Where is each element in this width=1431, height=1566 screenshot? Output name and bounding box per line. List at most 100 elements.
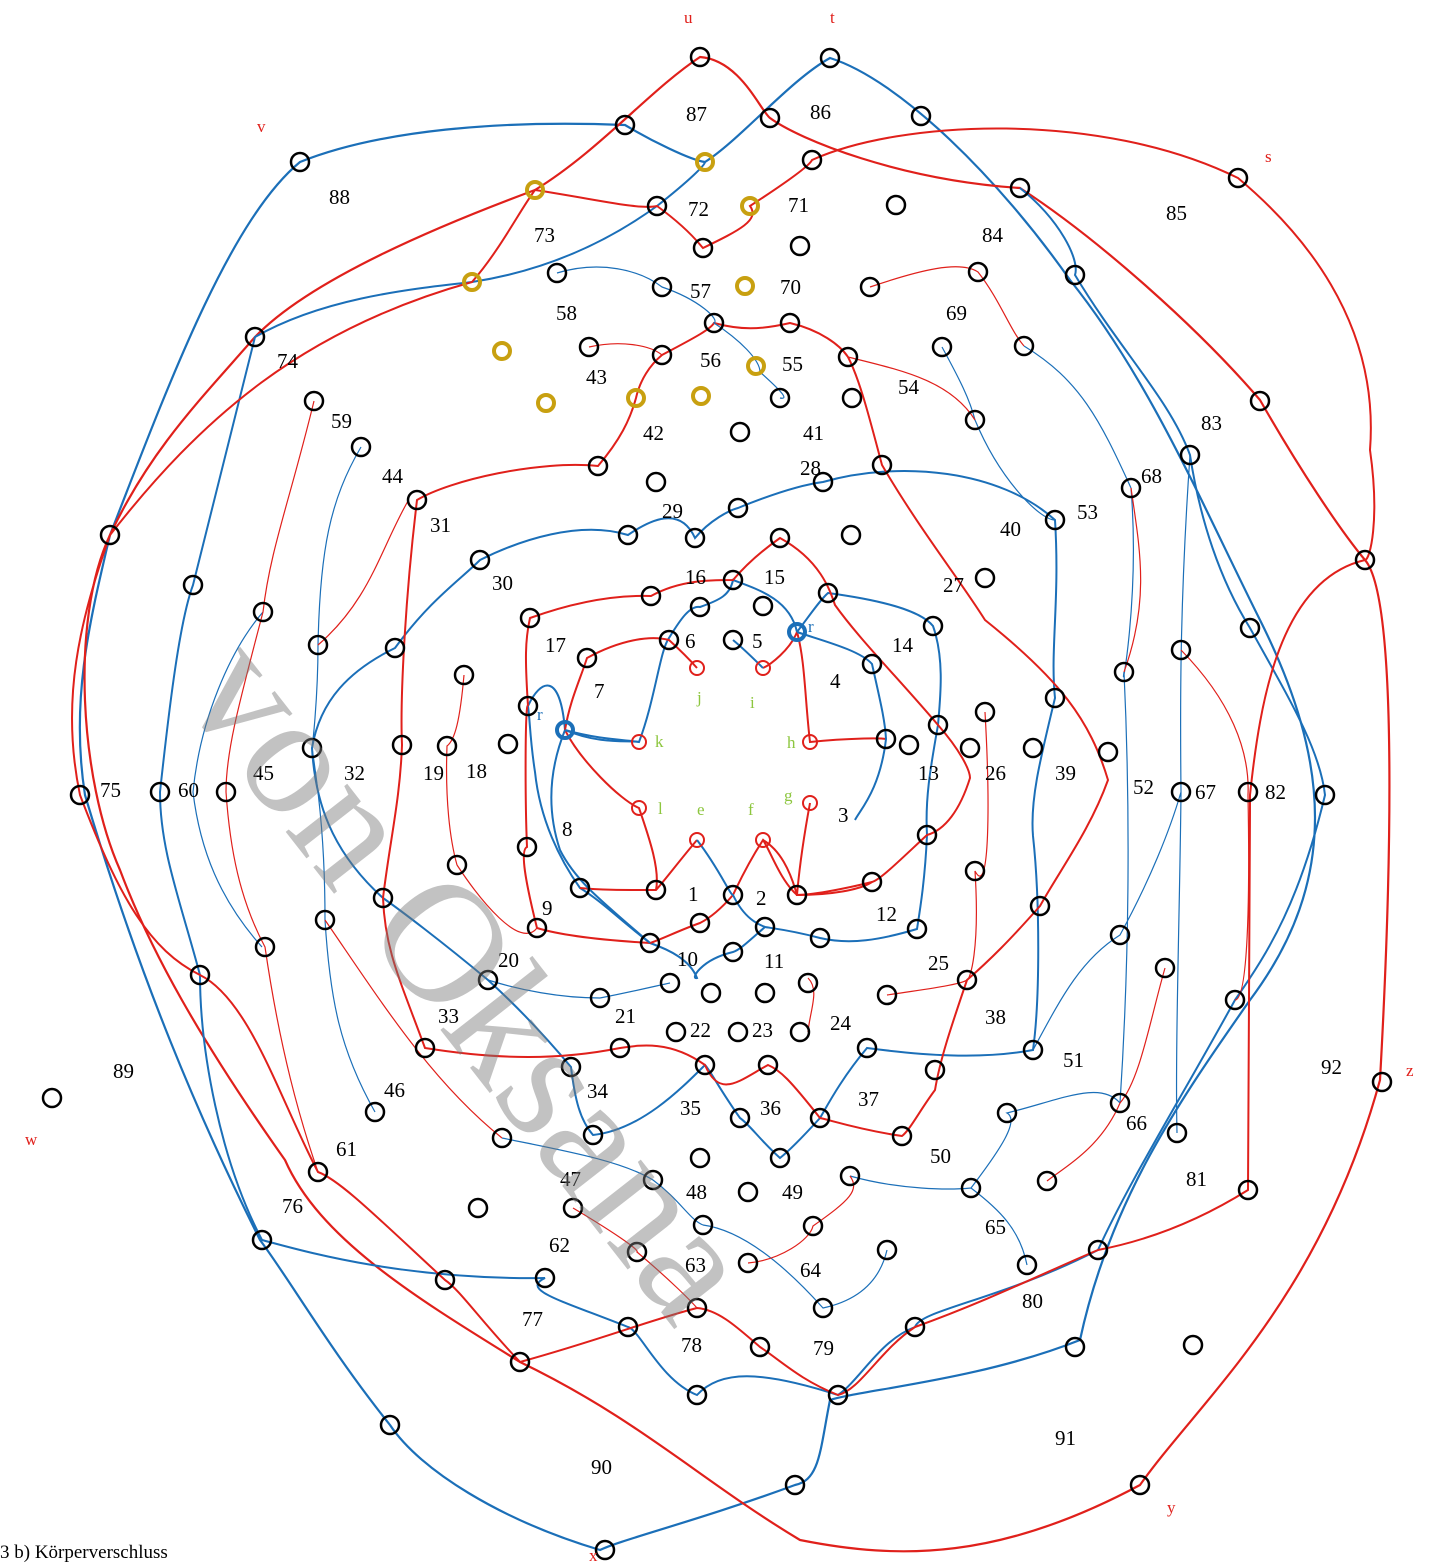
figure-caption: 3 b) Körperverschluss [0,1542,168,1563]
region-number: 82 [1265,780,1286,804]
region-number: 13 [918,761,939,785]
region-number: 7 [594,679,605,703]
region-number: 66 [1126,1111,1147,1135]
gold-pins [462,152,766,413]
region-number: 37 [858,1087,879,1111]
region-number: 61 [336,1137,357,1161]
region-number: 59 [331,409,352,433]
region-number: 1 [688,882,699,906]
thread-end-w: w [25,1130,38,1149]
region-number: 62 [549,1233,570,1257]
region-number: 41 [803,421,824,445]
region-number: 50 [930,1144,951,1168]
region-number: 16 [685,565,706,589]
region-number: 26 [985,761,1006,785]
region-number: 51 [1063,1048,1084,1072]
blue-thread-outer [78,56,1316,1552]
region-number: 8 [562,817,573,841]
region-number: 47 [560,1167,581,1191]
region-number: 78 [681,1333,702,1357]
thread-end-u: u [684,8,693,27]
region-number: 64 [800,1258,822,1282]
center-pin-marks [631,660,818,848]
region-number: 83 [1201,411,1222,435]
center-pin-f: f [748,800,754,819]
region-number: 63 [685,1253,706,1277]
region-number: 38 [985,1005,1006,1029]
region-number: 40 [1000,517,1021,541]
region-number: 56 [700,348,721,372]
region-number: 29 [662,499,683,523]
region-number: 75 [100,778,121,802]
region-number: 71 [788,193,809,217]
region-number: 11 [764,949,784,973]
blue-thread-ring3 [310,469,1058,1160]
region-number: 3 [838,803,849,827]
region-number: 89 [113,1059,134,1083]
region-number: 12 [876,902,897,926]
region-number: 36 [760,1096,781,1120]
thread-end-y: y [1167,1498,1176,1517]
region-number: 33 [438,1004,459,1028]
center-pin-l: l [658,799,663,818]
region-number: 5 [752,629,763,653]
blue-thread-ring2 [158,161,1327,1397]
center-pin-h: h [787,733,796,752]
red-thread-ring2 [70,127,1376,1397]
region-number: 72 [688,197,709,221]
region-number: 77 [522,1307,543,1331]
region-number: 27 [943,573,964,597]
region-number: 57 [690,279,711,303]
region-number: 45 [253,761,274,785]
center-pin-g: g [784,786,793,805]
region-number: 21 [615,1004,636,1028]
region-number: 79 [813,1336,834,1360]
region-number: 4 [830,669,841,693]
start-pin-marks [555,622,807,740]
region-number: 55 [782,352,803,376]
region-number: 90 [591,1455,612,1479]
region-number: 46 [384,1078,405,1102]
region-number: 19 [423,761,444,785]
region-number: 35 [680,1096,701,1120]
thread-end-v: v [257,117,266,136]
region-number: 6 [685,629,696,653]
region-number: 88 [329,185,350,209]
red-thread-ring3 [381,321,1110,1138]
blue-thread-core [550,631,888,944]
blue-thread-ring4 [526,578,942,979]
region-number: 32 [344,761,365,785]
region-number: 15 [764,565,785,589]
region-number: 18 [466,759,487,783]
center-pin-i: i [750,693,755,712]
region-number: 31 [430,513,451,537]
region-number: 44 [382,464,404,488]
region-number: 68 [1141,464,1162,488]
region-number: 52 [1133,775,1154,799]
region-number: 74 [277,349,299,373]
region-number: 43 [586,365,607,389]
thread-end-s: s [1265,147,1272,166]
red-thread-ring4 [522,536,972,945]
region-number: 49 [782,1180,803,1204]
region-number: 70 [780,275,801,299]
region-number: 69 [946,301,967,325]
center-pin-k: k [655,732,664,751]
red-thread-core [564,631,887,897]
thread-end-z: z [1406,1061,1414,1080]
region-number: 23 [752,1018,773,1042]
region-number: 20 [498,948,519,972]
region-number: 24 [830,1011,852,1035]
region-number: 39 [1055,761,1076,785]
thread-end-t: t [830,8,835,27]
region-number: 14 [892,633,914,657]
region-number: 22 [690,1018,711,1042]
region-number: 30 [492,571,513,595]
region-number: 87 [686,102,707,126]
region-number: 28 [800,456,821,480]
region-number: 73 [534,223,555,247]
region-number: 92 [1321,1055,1342,1079]
region-number: 80 [1022,1289,1043,1313]
center-pin-j: j [696,688,702,707]
region-number: 58 [556,301,577,325]
